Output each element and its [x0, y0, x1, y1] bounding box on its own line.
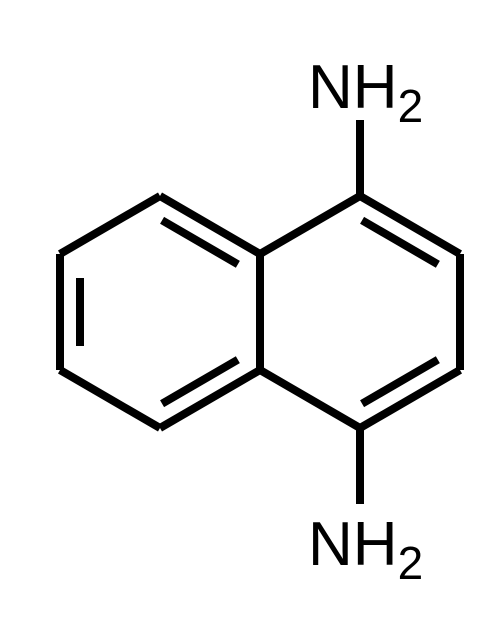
label-layer: NH2 NH2: [308, 53, 423, 589]
nh2-label-top: NH2: [308, 53, 423, 132]
nh2-label-bottom: NH2: [308, 510, 423, 589]
molecule-diagram: NH2 NH2: [0, 0, 504, 640]
bond-layer: [60, 120, 460, 504]
